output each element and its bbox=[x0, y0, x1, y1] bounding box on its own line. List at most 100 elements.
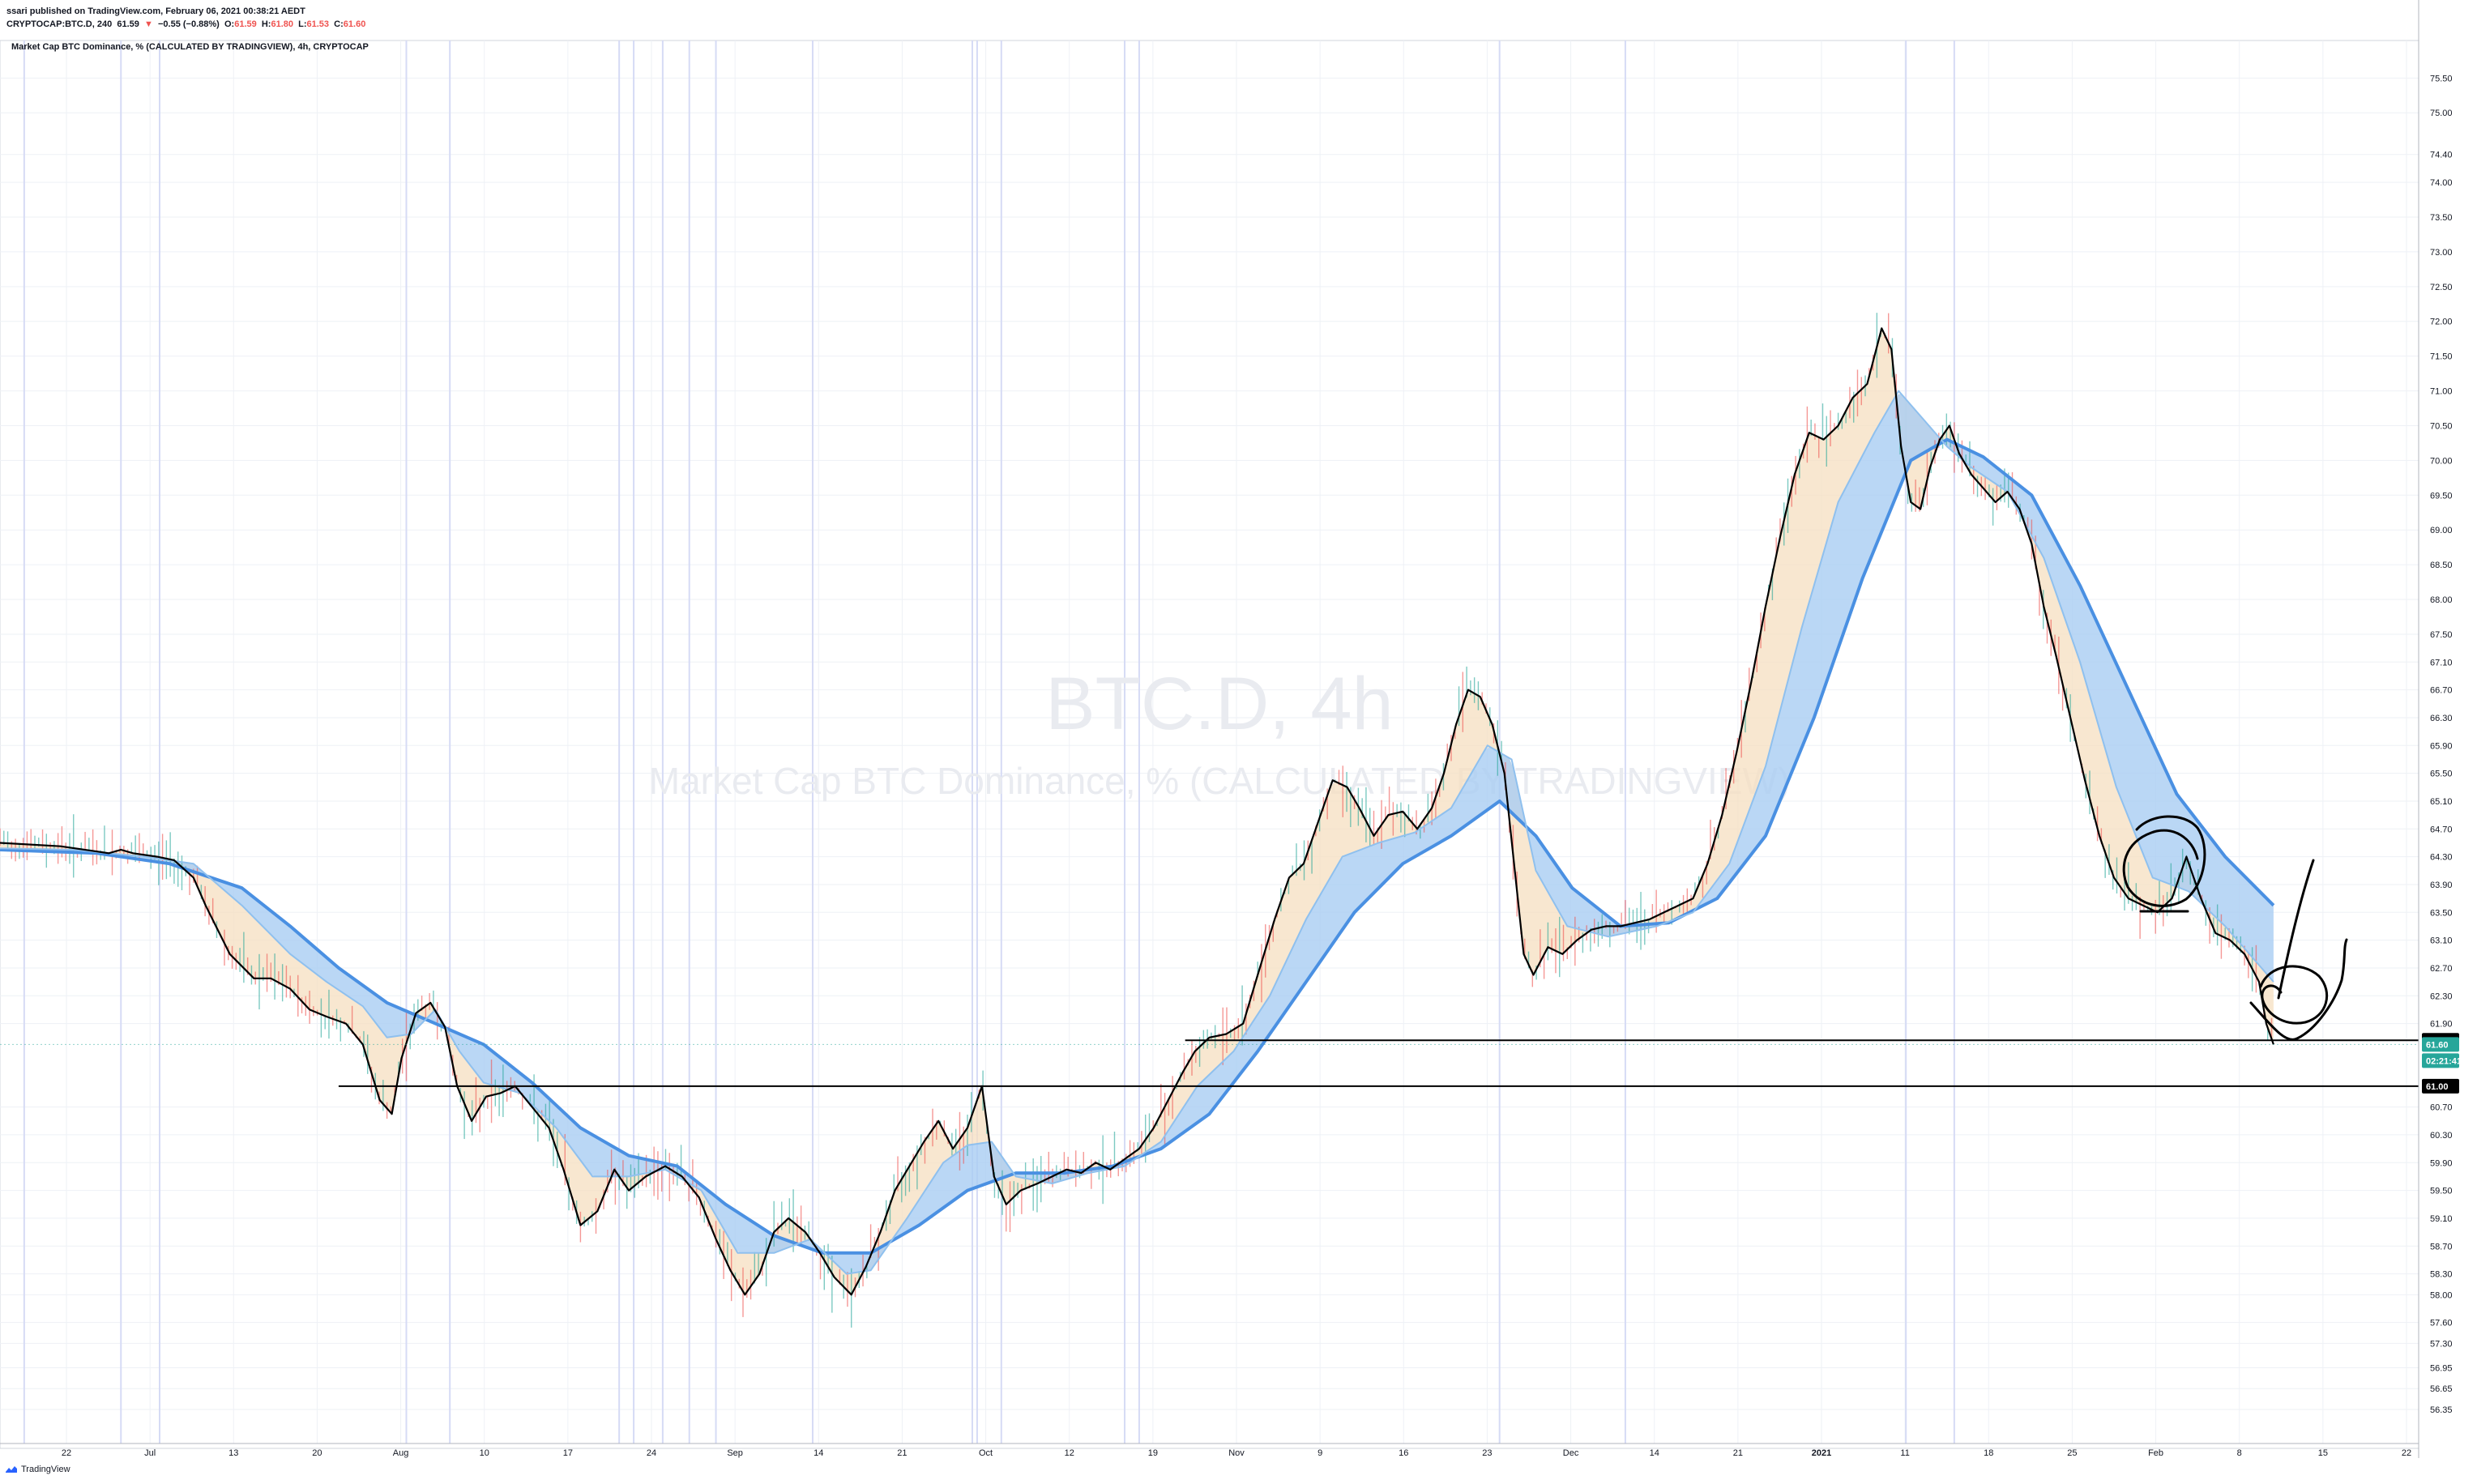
x-tick-label: 22 bbox=[2402, 1448, 2411, 1458]
x-tick-label: 19 bbox=[1148, 1448, 1158, 1458]
y-tick-label: 59.90 bbox=[2430, 1158, 2453, 1168]
y-tick-label: 73.50 bbox=[2430, 213, 2453, 223]
y-tick-label: 72.50 bbox=[2430, 283, 2453, 292]
y-tick-label: 75.50 bbox=[2430, 74, 2453, 83]
x-tick-label: Sep bbox=[727, 1448, 743, 1458]
ohlc-close: 61.60 bbox=[343, 19, 366, 29]
ema-slow-line bbox=[0, 437, 2275, 1255]
watermark-description: Market Cap BTC Dominance, % (CALCULATED … bbox=[649, 760, 1790, 802]
y-tick-label: 58.30 bbox=[2430, 1270, 2453, 1280]
y-tick-label: 65.10 bbox=[2430, 797, 2453, 807]
x-tick-label: Jul bbox=[144, 1448, 156, 1458]
y-tick-label: 58.00 bbox=[2430, 1290, 2453, 1300]
y-tick-label: 65.90 bbox=[2430, 741, 2453, 751]
x-tick-label: 17 bbox=[563, 1448, 573, 1458]
y-tick-label: 68.00 bbox=[2430, 595, 2453, 605]
ohlc-low-label: L: bbox=[298, 19, 307, 29]
last-value: 61.59 bbox=[117, 19, 139, 29]
y-tick-label: 68.50 bbox=[2430, 561, 2453, 570]
x-tick-label: 11 bbox=[1900, 1448, 1909, 1458]
ohlc-high-label: H: bbox=[261, 19, 271, 29]
y-tick-label: 56.65 bbox=[2430, 1384, 2453, 1394]
last-price-tag-bg bbox=[2422, 1037, 2459, 1052]
price-line bbox=[0, 327, 2274, 1296]
countdown-tag: 02:21:41 bbox=[2426, 1056, 2462, 1066]
x-tick-label: Nov bbox=[1228, 1448, 1245, 1458]
watermark-symbol: BTC.D, 4h bbox=[1045, 663, 1393, 745]
symbol-info-line: CRYPTOCAP:BTC.D, 240 61.59 ▼ −0.55 (−0.8… bbox=[6, 19, 365, 29]
y-tick-label: 56.95 bbox=[2430, 1363, 2453, 1373]
x-tick-label: 21 bbox=[897, 1448, 907, 1458]
countdown-tag-bg bbox=[2422, 1053, 2459, 1068]
x-tick-label: 20 bbox=[312, 1448, 322, 1458]
session-breaks bbox=[23, 41, 1955, 1443]
x-tick-label: 23 bbox=[1482, 1448, 1492, 1458]
footer-brand-label: TradingView bbox=[21, 1465, 70, 1474]
y-tick-label: 65.50 bbox=[2430, 770, 2453, 779]
y-tick-label: 73.00 bbox=[2430, 248, 2453, 258]
publish-info: ssari published on TradingView.com, Febr… bbox=[6, 6, 305, 16]
x-tick-label: 14 bbox=[1650, 1448, 1659, 1458]
x-tick-label: 25 bbox=[2067, 1448, 2077, 1458]
hand-drawn-annotations[interactable] bbox=[2122, 815, 2348, 1041]
y-tick-label: 63.90 bbox=[2430, 881, 2453, 890]
y-tick-label: 63.50 bbox=[2430, 908, 2453, 918]
x-tick-label: Dec bbox=[1563, 1448, 1579, 1458]
ema-band bbox=[0, 313, 2274, 1328]
footer-brand[interactable]: TradingView bbox=[5, 1465, 70, 1474]
ohlc-open-label: O: bbox=[224, 19, 235, 29]
x-tick-label: 14 bbox=[814, 1448, 823, 1458]
y-tick-label: 57.30 bbox=[2430, 1339, 2453, 1349]
ohlc-low: 61.53 bbox=[306, 19, 330, 29]
x-tick-label: 16 bbox=[1399, 1448, 1408, 1458]
ohlc-open: 61.59 bbox=[234, 19, 257, 29]
tradingview-logo-icon bbox=[6, 1466, 17, 1473]
ema-fast-line bbox=[0, 390, 2274, 1275]
y-tick-label: 74.00 bbox=[2430, 178, 2453, 188]
x-tick-label: Aug bbox=[393, 1448, 409, 1458]
y-tick-label: 62.70 bbox=[2430, 964, 2453, 974]
x-tick-label: 24 bbox=[647, 1448, 656, 1458]
y-tick-label: 62.30 bbox=[2430, 991, 2453, 1001]
y-tick-label: 63.10 bbox=[2430, 936, 2453, 946]
down-arrow-icon: ▼ bbox=[143, 19, 153, 29]
level-tag-lower: 61.00 bbox=[2426, 1082, 2449, 1092]
x-tick-label: 8 bbox=[2237, 1448, 2242, 1458]
drawn-circle-low bbox=[2259, 965, 2329, 1025]
x-tick-label: 22 bbox=[62, 1448, 71, 1458]
y-tick-label: 67.50 bbox=[2430, 630, 2453, 640]
y-tick-label: 59.50 bbox=[2430, 1187, 2453, 1196]
y-tick-label: 60.70 bbox=[2430, 1103, 2453, 1113]
x-tick-label: Oct bbox=[979, 1448, 993, 1458]
horizontal-levels[interactable] bbox=[0, 1039, 2419, 1087]
y-tick-label: 58.70 bbox=[2430, 1242, 2453, 1252]
y-tick-label: 71.50 bbox=[2430, 352, 2453, 362]
level-tag-lower-bg bbox=[2422, 1078, 2459, 1094]
y-tick-label: 69.00 bbox=[2430, 526, 2453, 535]
y-tick-label: 66.30 bbox=[2430, 714, 2453, 723]
y-tick-label: 60.30 bbox=[2430, 1131, 2453, 1141]
ema-ribbon-fill bbox=[0, 394, 2274, 1274]
drawn-arrow-stroke bbox=[2277, 859, 2315, 1000]
y-tick-label: 66.70 bbox=[2430, 686, 2453, 696]
y-tick-label: 74.40 bbox=[2430, 151, 2453, 160]
ohlc-high: 61.80 bbox=[271, 19, 293, 29]
watermark: BTC.D, 4h Market Cap BTC Dominance, % (C… bbox=[649, 663, 1790, 802]
x-tick-label: 15 bbox=[2318, 1448, 2328, 1458]
y-tick-label: 70.50 bbox=[2430, 421, 2453, 431]
y-tick-label: 75.00 bbox=[2430, 109, 2453, 118]
x-tick-label: 2021 bbox=[1812, 1448, 1831, 1458]
x-tick-label: 9 bbox=[1318, 1448, 1322, 1458]
y-tick-label: 69.50 bbox=[2430, 491, 2453, 501]
y-tick-label: 71.00 bbox=[2430, 387, 2453, 397]
x-tick-label: 18 bbox=[1984, 1448, 1993, 1458]
x-tick-label: 12 bbox=[1065, 1448, 1074, 1458]
drawn-check-mark bbox=[2249, 938, 2348, 1041]
chart-title: Market Cap BTC Dominance, % (CALCULATED … bbox=[11, 42, 369, 52]
y-tick-label: 59.10 bbox=[2430, 1214, 2453, 1224]
y-tick-label: 64.30 bbox=[2430, 853, 2453, 863]
y-tick-label: 67.10 bbox=[2430, 658, 2453, 667]
x-tick-label: 13 bbox=[228, 1448, 238, 1458]
